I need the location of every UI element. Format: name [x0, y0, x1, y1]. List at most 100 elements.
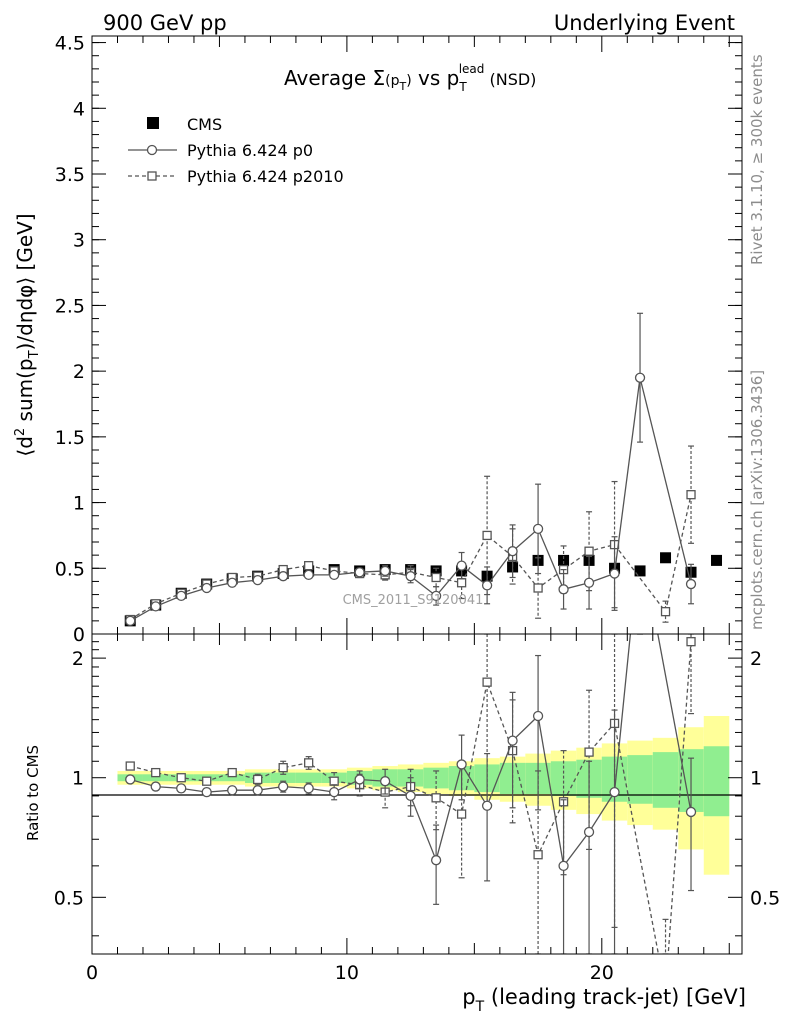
ratio-point-p2010: [482, 677, 492, 687]
legend: CMS Pythia 6.424 p0 Pythia 6.424 p2010: [128, 115, 344, 186]
ratio-y-tick-label-right: 1: [750, 768, 762, 790]
ratio-data: [125, 634, 697, 954]
main-point-p0: [252, 574, 263, 586]
header-left-label: 900 GeV pp: [103, 11, 227, 35]
main-data: [124, 312, 723, 627]
ratio-point-p0: [685, 806, 697, 818]
main-y-tick-label: 0: [73, 624, 85, 646]
plot-title: Average Σ(pT) vs pTlead (NSD): [284, 62, 536, 94]
main-y-tick-label: 0.5: [55, 558, 85, 580]
main-point-p0: [532, 523, 544, 535]
ratio-y-tick-label: 2: [72, 648, 84, 670]
ratio-point-p0: [303, 783, 314, 794]
ratio-band-green: [627, 755, 653, 804]
main-point-p0: [150, 601, 161, 612]
mcplots-label: mcplots.cern.ch [arXiv:1306.3436]: [748, 370, 766, 630]
ratio-y-tick-label-right: 2: [750, 648, 762, 670]
ratio-point-p2010: [176, 773, 186, 783]
main-y-tick-label: 3: [73, 230, 85, 252]
main-y-tick-label: 2: [73, 361, 85, 383]
ratio-point-p0: [125, 774, 136, 785]
ratio-band-green: [270, 772, 296, 783]
ratio-point-p2010: [686, 637, 696, 647]
legend-marker-p0: [146, 144, 158, 156]
ratio-point-p0: [481, 800, 493, 811]
main-point-p0: [329, 569, 340, 581]
x-tick-labels: 0 10 20: [86, 962, 614, 984]
main-point-p0: [125, 615, 136, 627]
main-point-p0: [609, 568, 620, 579]
main-point-p0: [481, 580, 493, 591]
main-y-tick-label: 2.5: [55, 295, 85, 317]
ratio-line-p0: [130, 634, 692, 868]
main-y-tick-label: 4.5: [55, 33, 85, 55]
x-tick-label: 10: [335, 962, 359, 984]
ratio-point-p0: [507, 735, 518, 746]
ratio-point-p2010: [125, 761, 135, 771]
legend-marker-p2010: [147, 171, 157, 181]
main-point-p0: [278, 571, 289, 582]
main-point-p0: [634, 372, 646, 383]
main-point-p0: [558, 584, 569, 595]
legend-label-p0: Pythia 6.424 p0: [187, 141, 313, 160]
ratio-point-p0: [430, 855, 442, 866]
main-line-p0: [129, 377, 692, 622]
ratio-point-p2010: [304, 758, 314, 768]
ratio-point-p2010: [584, 747, 594, 757]
ratio-point-p0: [329, 786, 340, 798]
ratio-band-green: [142, 774, 169, 782]
main-point-p2010: [533, 583, 543, 593]
ratio-y-tick-label: 0.5: [54, 887, 84, 909]
ratio-band-green: [703, 746, 730, 817]
ratio-point-p0: [278, 781, 289, 792]
main-y-tick-label: 1.5: [55, 427, 85, 449]
main-point-p0: [583, 577, 595, 588]
rivet-version-label: Rivet 3.1.10, ≥ 300k events: [748, 54, 766, 265]
main-point-p0: [354, 567, 365, 578]
ratio-y-tick-label-right: 0.5: [750, 887, 780, 909]
main-point-p0: [507, 546, 518, 557]
main-point-cms: [634, 565, 646, 577]
main-point-cms: [660, 552, 672, 564]
ratio-point-p0: [227, 785, 238, 796]
ratio-line-p2010: [130, 641, 692, 954]
ratio-point-p0: [354, 774, 365, 785]
legend-marker-cms: [147, 117, 159, 129]
x-tick-label: 0: [86, 962, 98, 984]
main-axis-ticks: 0 0.5 1 1.5 2 2.5 3 3.5 4 4.5: [55, 33, 742, 646]
header-right-label: Underlying Event: [554, 11, 735, 35]
main-point-p2010: [660, 607, 671, 617]
main-point-p0: [176, 590, 187, 602]
main-point-p2010: [431, 572, 441, 583]
ratio-point-p2010: [329, 776, 339, 786]
ratio-point-p2010: [431, 793, 441, 803]
ratio-point-p0: [405, 790, 416, 802]
ratio-point-p0: [252, 785, 263, 796]
main-point-p2010: [304, 561, 314, 571]
main-y-tick-label: 3.5: [55, 164, 85, 186]
ratio-point-p0: [456, 759, 467, 770]
x-tick-label: 20: [590, 962, 614, 984]
ratio-panel: 0.5 0.5 1 1 2 2 Ratio to CMS: [24, 633, 780, 955]
ratio-point-p2010: [227, 767, 237, 778]
ratio-band-green: [295, 772, 322, 783]
main-point-p0: [405, 571, 416, 582]
ratio-frame: [91, 633, 743, 955]
ratio-y-tick-label: 1: [72, 768, 84, 790]
ratio-point-p2010: [253, 774, 263, 785]
main-point-p0: [685, 578, 697, 590]
main-point-p0: [379, 565, 391, 577]
ratio-point-p0: [609, 786, 620, 798]
main-point-p0: [456, 560, 467, 571]
main-point-cms: [558, 554, 570, 566]
ratio-y-axis-label: Ratio to CMS: [24, 745, 42, 841]
ratio-point-p0: [558, 860, 569, 872]
main-point-cms: [711, 554, 723, 566]
ratio-axis-ticks: 0.5 0.5 1 1 2 2: [54, 634, 780, 954]
ratio-point-p0: [583, 826, 595, 838]
ratio-point-p2010: [151, 767, 161, 778]
main-point-p0: [201, 582, 212, 594]
main-point-p2010: [686, 490, 696, 500]
ratio-point-p0: [201, 786, 212, 798]
